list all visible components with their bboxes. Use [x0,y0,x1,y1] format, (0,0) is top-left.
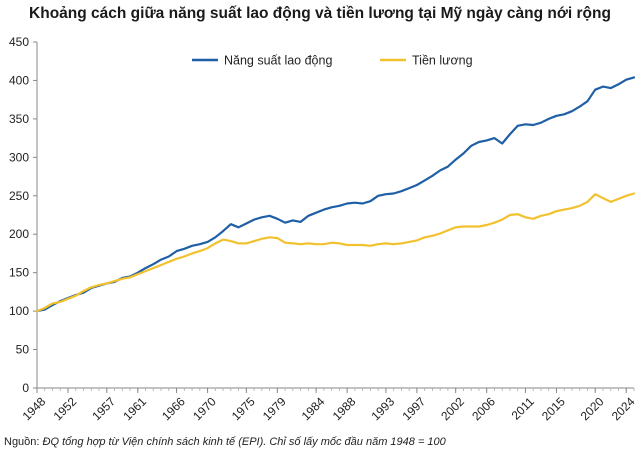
legend-label-2: Tiền lương [412,54,473,68]
x-tick-label: 1975 [229,394,258,423]
chart-title: Khoảng cách giữa năng suất lao động và t… [29,5,611,22]
y-tick-label: 0 [22,381,29,395]
x-tick-label: 1984 [299,394,328,423]
series-line-2 [35,192,636,313]
y-tick-label: 250 [9,189,29,203]
x-tick-label: 2020 [578,394,607,423]
y-tick-label: 400 [9,73,29,87]
x-tick-label: 1961 [120,394,149,423]
x-tick-label: 1993 [368,394,397,423]
x-tick-label: 1957 [89,394,118,423]
y-tick-label: 350 [9,112,29,126]
x-tick-label: 1952 [51,394,80,423]
source-label: Nguồn: [4,436,40,448]
x-tick-label: 1997 [399,394,428,423]
x-tick-label: 2011 [509,394,537,422]
series-line-1 [35,76,636,313]
x-tick-label: 1966 [159,394,188,423]
y-tick-label: 50 [16,343,30,357]
x-tick-label: 2006 [469,394,498,423]
x-tick-label: 1979 [260,394,289,423]
y-tick-label: 300 [9,150,29,164]
y-tick-label: 100 [9,304,29,318]
x-tick-label: 1988 [330,394,359,423]
x-tick-label: 1948 [20,394,49,423]
legend-label-1: Năng suất lao động [224,54,332,68]
source-text: ĐQ tổng hợp từ Viện chính sách kinh tế (… [42,436,446,448]
y-tick-label: 450 [9,35,29,49]
x-tick-label: 2024 [609,394,638,423]
source-note: Nguồn: ĐQ tổng hợp từ Viện chính sách ki… [4,436,446,448]
y-tick-label: 150 [9,266,29,280]
y-tick-label: 200 [9,227,29,241]
x-tick-label: 2015 [539,394,568,423]
x-tick-label: 2002 [438,394,467,423]
x-tick-label: 1970 [190,394,219,423]
